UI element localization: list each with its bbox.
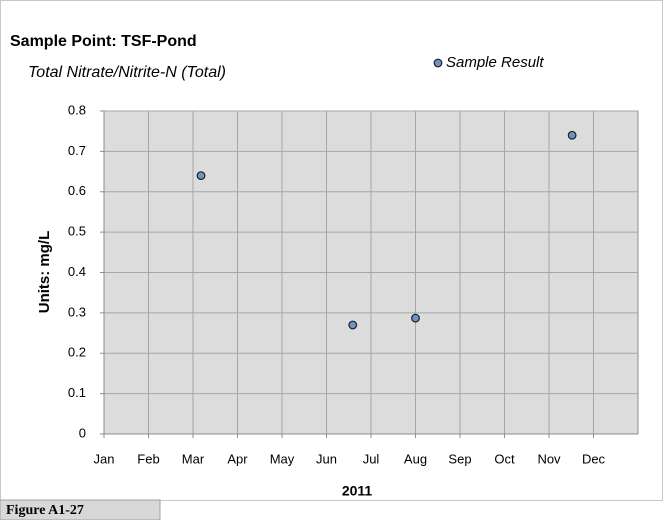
x-tick-label: Nov — [537, 451, 561, 466]
x-tick-label: Sep — [448, 451, 471, 466]
y-tick-label: 0.6 — [68, 183, 86, 198]
y-tick-label: 0.4 — [68, 264, 86, 279]
y-tick-label: 0.8 — [68, 102, 86, 117]
chart-subtitle: Total Nitrate/Nitrite-N (Total) — [28, 64, 226, 81]
y-tick-label: 0.2 — [68, 345, 86, 360]
x-tick-label: Apr — [227, 451, 248, 466]
y-tick-label: 0 — [79, 425, 86, 440]
x-tick-label: Mar — [182, 451, 205, 466]
data-point — [567, 130, 577, 140]
x-axis-label: 2011 — [342, 483, 373, 499]
x-tick-label: Dec — [582, 451, 606, 466]
x-tick-label: Oct — [494, 451, 515, 466]
y-axis-label: Units: mg/L — [36, 231, 53, 314]
x-tick-label: Aug — [404, 451, 427, 466]
legend-label: Sample Result — [446, 54, 544, 71]
y-tick-label: 0.7 — [68, 143, 86, 158]
x-tick-label: Jan — [94, 451, 115, 466]
y-tick-label: 0.5 — [68, 224, 86, 239]
chart-title: Sample Point: TSF-Pond — [10, 33, 197, 50]
data-point — [348, 320, 358, 330]
figure-label-box — [0, 499, 161, 520]
data-point — [196, 171, 206, 181]
x-tick-label: Feb — [137, 451, 159, 466]
x-tick-label: May — [270, 451, 295, 466]
x-tick-label: Jun — [316, 451, 337, 466]
figure-label: Figure A1-27 — [6, 503, 84, 518]
y-tick-label: 0.1 — [68, 385, 86, 400]
x-tick-label: Jul — [363, 451, 380, 466]
y-tick-label: 0.3 — [68, 304, 86, 319]
data-point — [411, 313, 420, 323]
legend-marker — [433, 58, 443, 68]
